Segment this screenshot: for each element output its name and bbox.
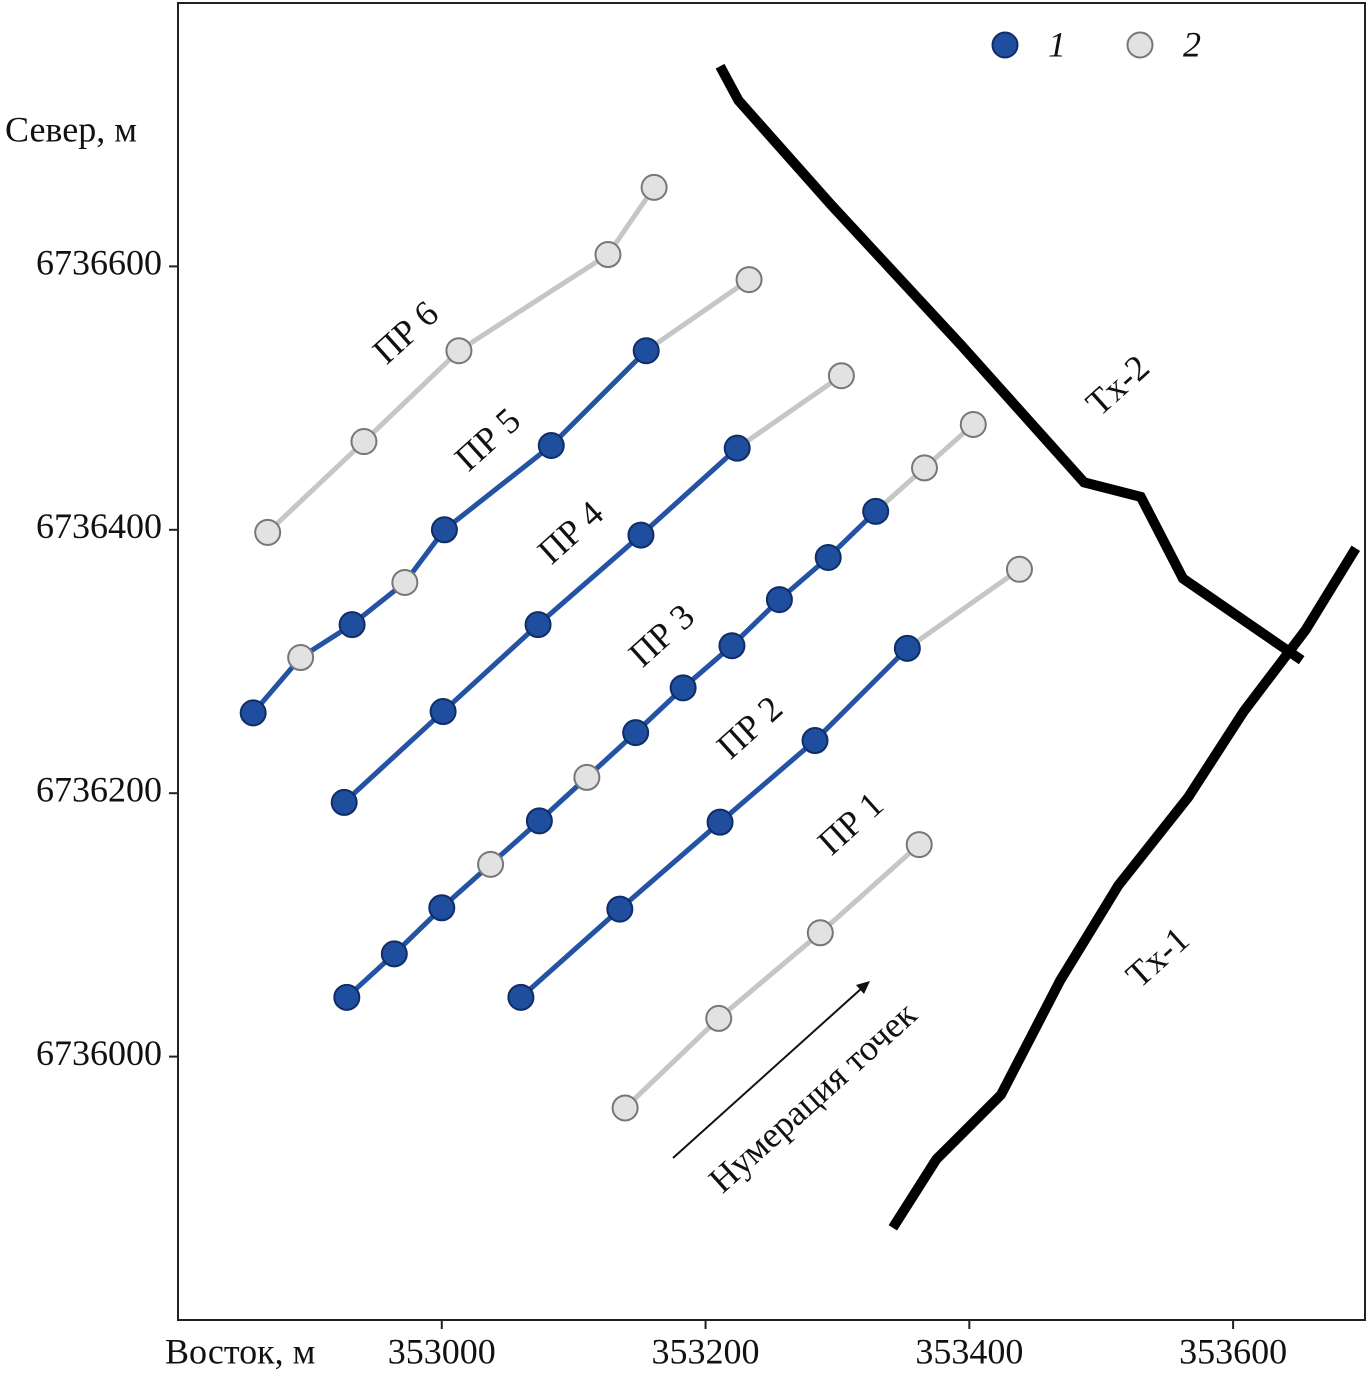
- point: [959, 410, 987, 438]
- y-axis-label: Север, м: [5, 109, 137, 149]
- arrow: [672, 987, 863, 1159]
- point: [910, 454, 938, 482]
- point: [827, 362, 855, 390]
- point: [606, 895, 634, 923]
- legend-label: 1: [1048, 24, 1066, 64]
- point: [632, 337, 660, 365]
- y-tick-label: 6736000: [36, 1033, 162, 1073]
- point: [905, 831, 933, 859]
- x-tick-label: 353200: [652, 1331, 760, 1371]
- point: [611, 1094, 639, 1122]
- point: [338, 611, 366, 639]
- point: [239, 699, 267, 727]
- point: [380, 940, 408, 968]
- point: [445, 337, 473, 365]
- point: [718, 632, 746, 660]
- profile-line: [623, 842, 921, 1110]
- legend-label: 2: [1183, 24, 1201, 64]
- plot-frame: [177, 2, 1366, 1321]
- point: [862, 497, 890, 525]
- point: [669, 674, 697, 702]
- profile-label: ПР 2: [709, 688, 790, 767]
- point: [333, 983, 361, 1011]
- point: [705, 1004, 733, 1032]
- point: [428, 894, 456, 922]
- fault-line: [888, 545, 1361, 1231]
- profile-label: ПР 3: [621, 596, 702, 675]
- point: [627, 521, 655, 549]
- profile-label: ПР 4: [530, 493, 611, 572]
- point: [723, 434, 751, 462]
- x-tick-label: 353600: [1179, 1331, 1287, 1371]
- profile-label: ПР 5: [447, 400, 528, 479]
- point: [477, 850, 505, 878]
- legend-marker: [991, 31, 1019, 59]
- point: [350, 428, 378, 456]
- point: [594, 241, 622, 269]
- point: [391, 568, 419, 596]
- x-axis-label: Восток, м: [165, 1331, 315, 1371]
- legend-marker: [1126, 31, 1154, 59]
- fault-line: [715, 63, 1305, 665]
- point: [254, 518, 282, 546]
- point: [735, 266, 763, 294]
- point: [537, 432, 565, 460]
- x-tick-label: 353400: [915, 1331, 1023, 1371]
- point: [806, 919, 834, 947]
- y-tick-label: 6736400: [36, 506, 162, 546]
- fault-label: Tx-1: [1118, 919, 1197, 996]
- point: [330, 788, 358, 816]
- y-tick-label: 6736600: [36, 243, 162, 283]
- point: [622, 719, 650, 747]
- arrow-head: [856, 981, 870, 994]
- point: [507, 983, 535, 1011]
- profile-label: ПР 1: [810, 784, 891, 863]
- point: [287, 644, 315, 672]
- profile-label: ПР 6: [365, 293, 446, 372]
- point: [893, 634, 921, 662]
- point: [814, 543, 842, 571]
- point: [765, 586, 793, 614]
- point: [640, 173, 668, 201]
- point: [430, 516, 458, 544]
- point: [706, 808, 734, 836]
- annotation: Нумерация точек: [701, 994, 925, 1201]
- point: [801, 727, 829, 755]
- point: [525, 807, 553, 835]
- point: [1005, 555, 1033, 583]
- point: [429, 698, 457, 726]
- point: [573, 763, 601, 791]
- y-tick-label: 6736200: [36, 769, 162, 809]
- point: [524, 611, 552, 639]
- x-tick-label: 353000: [388, 1331, 496, 1371]
- fault-label: Tx-2: [1078, 347, 1157, 424]
